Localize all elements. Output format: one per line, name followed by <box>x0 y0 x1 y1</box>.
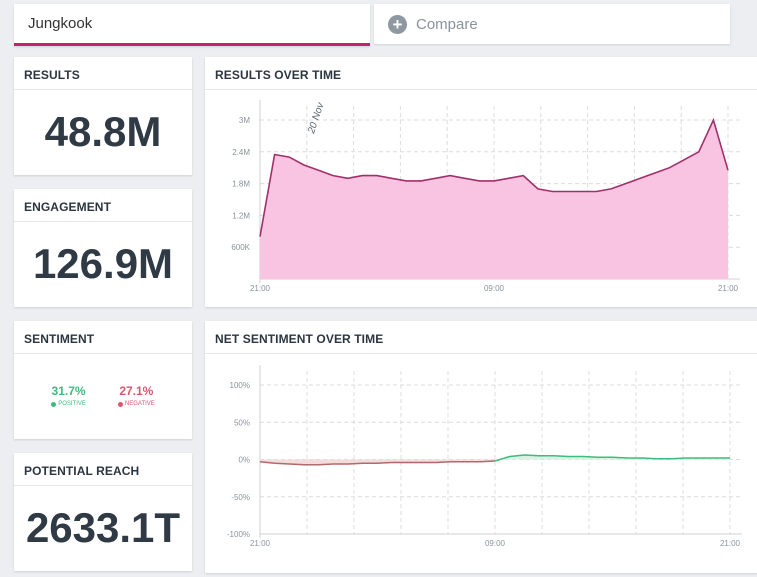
sentiment-card: SENTIMENT 31.7% POSITIVE 27.1% NEGATIVE <box>14 321 192 439</box>
compare-button[interactable]: + Compare <box>374 4 730 44</box>
y-tick-label: 2.4M <box>232 148 250 157</box>
sentiment-title: SENTIMENT <box>14 321 192 354</box>
y-tick-label: -100% <box>227 530 250 539</box>
x-tick-label: 21:00 <box>250 284 271 293</box>
results-value: 48.8M <box>44 108 162 155</box>
y-tick-label: 1.2M <box>232 211 250 220</box>
reach-title: POTENTIAL REACH <box>14 453 192 486</box>
y-tick-label: 3M <box>239 116 250 125</box>
results-card: RESULTS 48.8M <box>14 57 192 175</box>
results-over-time-chart[interactable]: 600K 1.2M 1.8M 2.4M 3M 21:00 09:00 21:00 20 Nov <box>205 90 757 306</box>
results-line <box>259 117 729 237</box>
positive-dot-icon <box>51 401 57 407</box>
search-tab[interactable]: Jungkook <box>14 4 370 46</box>
results-over-time-title: RESULTS OVER TIME <box>205 57 757 90</box>
positive-label: POSITIVE <box>58 401 86 407</box>
positive-value: 31.7% <box>51 384 86 398</box>
plus-circle-icon: + <box>388 14 407 34</box>
engagement-value: 126.9M <box>32 240 174 287</box>
x-tick-label: 21:00 <box>720 539 741 548</box>
results-over-time-card: RESULTS OVER TIME 600K 1.2M 1.8M 2.4M 3M 21:0… <box>205 57 757 307</box>
negative-sentiment-line <box>259 460 496 466</box>
x-tick-label: 21:00 <box>250 539 271 548</box>
negative-label: NEGATIVE <box>124 401 155 407</box>
reach-value: 2633.1T <box>25 504 181 551</box>
date-annotation: 20 Nov <box>306 100 327 135</box>
x-tick-label: 09:00 <box>484 284 505 293</box>
negative-dot-icon <box>117 401 123 407</box>
search-query: Jungkook <box>28 15 93 32</box>
y-tick-label: 50% <box>234 418 250 427</box>
y-tick-label: 0% <box>238 456 250 465</box>
negative-sentiment-area <box>260 459 495 465</box>
positive-sentiment-line <box>494 454 730 462</box>
potential-reach-card: POTENTIAL REACH 2633.1T <box>14 453 192 571</box>
net-sentiment-chart[interactable]: 100%50%0%-50%-100%21:00 09:00 21:00 <box>205 354 757 572</box>
results-area <box>260 120 728 279</box>
x-tick-label: 21:00 <box>718 284 739 293</box>
net-sentiment-title: NET SENTIMENT OVER TIME <box>205 321 757 354</box>
y-tick-label: 600K <box>231 243 250 252</box>
net-sentiment-card: NET SENTIMENT OVER TIME 100% 50% 0% -50% -10… <box>205 321 757 573</box>
y-tick-label: 1.8M <box>232 180 250 189</box>
x-tick-label: 09:00 <box>485 539 506 548</box>
engagement-title: ENGAGEMENT <box>14 189 192 222</box>
y-tick-label: 100% <box>230 381 250 390</box>
results-title: RESULTS <box>14 57 192 90</box>
compare-label: Compare <box>416 15 478 33</box>
negative-sentiment: 27.1% NEGATIVE <box>117 384 155 407</box>
y-tick-label: -50% <box>231 493 250 502</box>
positive-sentiment: 31.7% POSITIVE <box>51 384 86 407</box>
engagement-card: ENGAGEMENT 126.9M <box>14 189 192 307</box>
negative-value: 27.1% <box>119 384 154 398</box>
